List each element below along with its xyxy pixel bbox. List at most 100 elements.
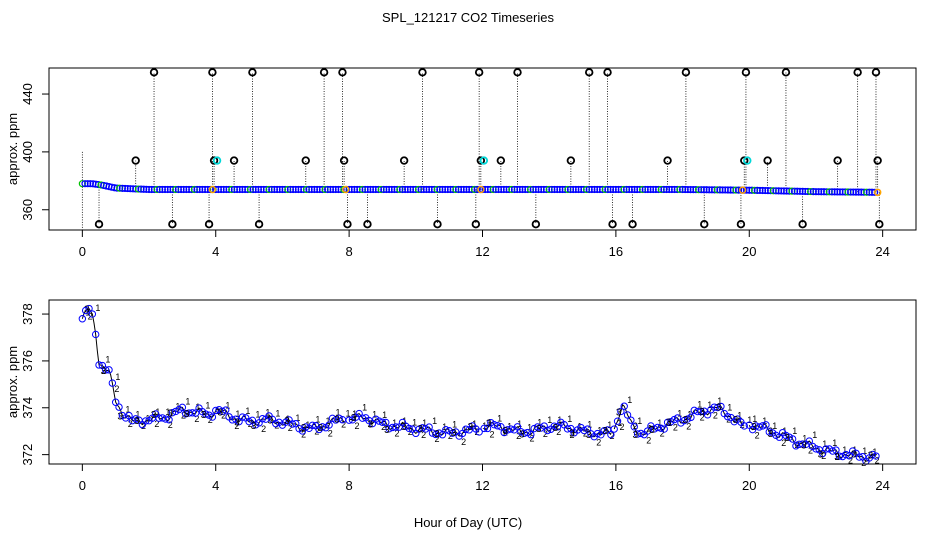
data-point — [610, 425, 618, 433]
data-point — [457, 185, 465, 194]
data-point — [636, 185, 644, 194]
data-point — [569, 185, 577, 194]
data-point — [799, 187, 807, 195]
data-point — [326, 185, 335, 194]
data-point — [369, 185, 377, 194]
marker-label: 3 — [284, 416, 290, 427]
marker-label: 1 — [452, 420, 457, 430]
marker-label: 3 — [586, 430, 592, 441]
data-point — [364, 185, 372, 194]
data-point — [828, 447, 837, 455]
data-point — [465, 185, 473, 194]
marker-label: 2 — [490, 429, 495, 439]
data-point — [713, 186, 721, 194]
marker-label: 1 — [657, 418, 662, 428]
data-point — [164, 185, 172, 194]
data-point — [780, 187, 788, 195]
data-point — [436, 185, 444, 194]
top-data-points — [78, 68, 884, 229]
data-point — [398, 185, 407, 194]
data-point — [268, 185, 276, 194]
data-point — [791, 187, 799, 195]
data-point — [871, 188, 879, 196]
marker-label: 3 — [317, 423, 323, 434]
marker-label: 3 — [851, 449, 857, 460]
marker-label: 1 — [295, 413, 300, 423]
data-point — [185, 185, 193, 194]
data-point — [433, 185, 441, 194]
x-tick-label: 20 — [742, 244, 756, 259]
marker-label: 2 — [660, 428, 665, 438]
data-point — [177, 185, 185, 194]
outlier-point — [871, 68, 881, 77]
data-point — [617, 185, 625, 194]
marker-label: 3 — [683, 415, 689, 426]
data-point — [836, 188, 844, 196]
data-point — [462, 185, 471, 194]
data-point — [134, 185, 142, 193]
data-point — [545, 185, 553, 194]
data-point — [783, 187, 791, 195]
outlier-point — [476, 156, 486, 165]
highlighted-point — [479, 156, 489, 165]
data-point — [417, 185, 425, 194]
outlier-point — [608, 220, 617, 229]
marker-label: 1 — [432, 416, 437, 426]
bottom-y-axis: 372 374 376 378 — [20, 303, 50, 465]
data-point — [334, 185, 343, 194]
data-point — [839, 188, 847, 196]
data-point — [297, 185, 305, 194]
data-point — [689, 186, 697, 194]
data-point — [777, 187, 785, 195]
top-panel: 0 4 8 12 16 20 24 360 400 440 approx. ppm — [5, 67, 917, 259]
marker-label: 1 — [862, 446, 867, 456]
marker-label: 1 — [607, 420, 612, 430]
marker-label: 1 — [482, 421, 487, 431]
data-point — [335, 414, 343, 422]
data-point — [111, 398, 120, 406]
marker-label: 1 — [105, 355, 110, 365]
data-point — [765, 428, 773, 436]
outlier-point — [399, 156, 409, 165]
data-point — [606, 185, 615, 194]
marker-label: 3 — [84, 305, 90, 316]
marker-label: 2 — [301, 430, 306, 440]
data-point — [85, 304, 93, 313]
marker-label: 1 — [792, 426, 797, 436]
data-point — [700, 186, 708, 194]
data-point — [142, 185, 150, 193]
data-point — [793, 187, 801, 195]
marker-label: 2 — [848, 456, 853, 466]
data-point — [486, 185, 495, 194]
outlier-point — [94, 220, 104, 229]
data-point — [527, 430, 535, 439]
data-point — [272, 419, 280, 428]
marker-label: 3 — [117, 412, 123, 423]
data-point — [574, 185, 583, 194]
data-point — [481, 185, 489, 194]
marker-label: 3 — [351, 413, 357, 424]
data-point — [697, 186, 705, 194]
data-point — [561, 185, 569, 194]
data-point — [289, 185, 297, 194]
marker-label: 1 — [577, 422, 582, 432]
marker-label: 2 — [234, 421, 239, 431]
data-point — [750, 186, 759, 194]
outlier-point — [229, 156, 239, 165]
marker-label: 1 — [487, 417, 492, 427]
marker-label: 3 — [519, 429, 525, 440]
x-tick-label: 0 — [79, 478, 86, 493]
data-point — [428, 185, 436, 194]
data-point — [633, 185, 641, 194]
y-tick-label: 374 — [20, 397, 35, 419]
data-point — [872, 452, 880, 460]
data-point — [393, 185, 401, 194]
marker-label: 1 — [195, 402, 200, 412]
data-point — [497, 422, 505, 431]
data-point — [686, 185, 695, 194]
data-point — [718, 186, 727, 194]
marker-label: 1 — [372, 410, 377, 420]
data-point — [233, 185, 241, 194]
marker-label: 2 — [516, 431, 521, 441]
